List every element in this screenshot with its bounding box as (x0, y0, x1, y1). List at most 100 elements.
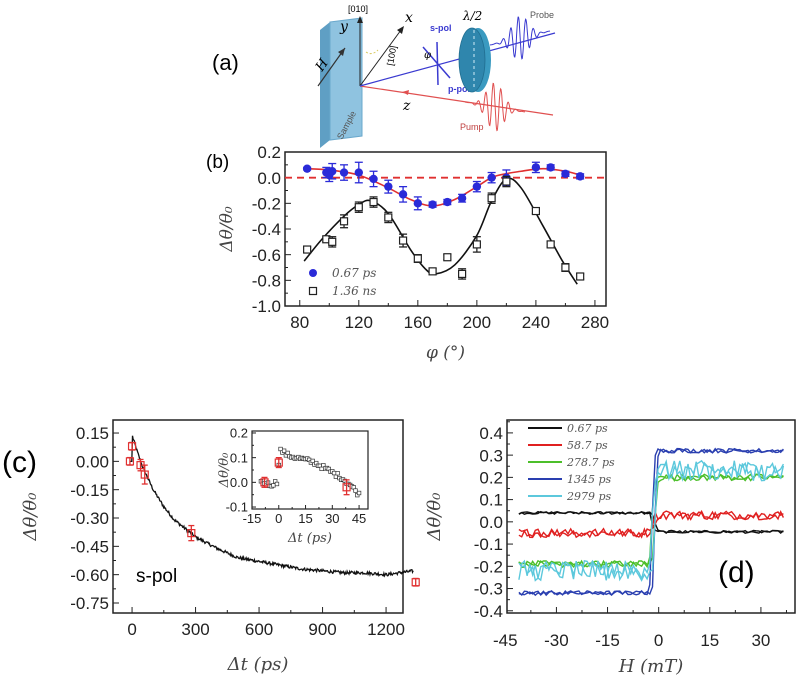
x-tick-label: 30 (325, 511, 339, 526)
y-tick-label: -0.4 (474, 602, 503, 621)
inset-data-point (353, 488, 358, 493)
x-axis-arrow (359, 29, 402, 87)
y-tick-label: -0.2 (474, 557, 503, 576)
s-pol-axis (422, 46, 451, 79)
data-point (127, 442, 137, 451)
x-axis-label: Δt (ps) (227, 654, 289, 675)
data-point (576, 272, 585, 281)
inset-marker (342, 483, 351, 492)
plot-frame (284, 151, 607, 307)
data-point (457, 194, 467, 203)
field-arrow-head (338, 48, 345, 56)
data-point (413, 199, 423, 208)
s-pol-label: s-pol (430, 23, 452, 33)
y-tick-label: 0.3 (479, 446, 503, 465)
legend-label: 1345 ps (567, 473, 612, 486)
hysteresis-loop-branch (518, 459, 785, 582)
y-axis-label: Δθ/θ₀ (424, 493, 445, 542)
inset-data-point (274, 481, 280, 487)
data-point (487, 173, 496, 182)
x-tick-label: -30 (544, 631, 569, 650)
x-tick-label: 240 (522, 313, 550, 332)
data-point (561, 169, 570, 179)
data-point (428, 200, 437, 209)
inset-data-point (335, 471, 340, 476)
pump-direction-arrow (402, 90, 409, 95)
pump-label: Pump (460, 122, 484, 132)
x-tick-label: 600 (245, 620, 273, 639)
data-point (458, 269, 467, 279)
hysteresis-loop-branch (518, 447, 784, 597)
x-axis-label: H (mT) (618, 656, 684, 677)
y-axis-label: Δθ/θ₀ (217, 206, 237, 252)
y-tick-label: -0.3 (474, 580, 503, 599)
y-tick-label: -1.0 (252, 297, 281, 316)
data-point (302, 164, 312, 173)
y-tick-label: -0.8 (252, 271, 281, 290)
data-point (487, 194, 496, 203)
data-point (354, 168, 363, 177)
y-axis-label: Δθ/θ₀ (20, 493, 41, 542)
x-tick-label: -15 (595, 631, 620, 650)
z-axis-label: z (402, 98, 411, 114)
y-tick-label: -0.75 (70, 594, 109, 613)
pump-pulse (464, 82, 526, 132)
direction-010-label: [010] (348, 4, 368, 14)
y-tick-label: 0.0 (230, 475, 248, 490)
inset-data-point (356, 490, 362, 496)
y-tick-label: 0.15 (76, 424, 109, 443)
data-point (328, 237, 337, 246)
data-point (369, 197, 378, 207)
legend-label: 0.67 ps (332, 266, 376, 280)
y-tick-label: 0.2 (230, 426, 248, 441)
inset-data-point (331, 470, 337, 476)
panel-b-label: (b) (206, 152, 229, 173)
y-axis-label: Δθ/θ₀ (217, 452, 232, 488)
y-tick-label: -0.30 (70, 509, 109, 528)
waveplate-label: λ/2 (462, 9, 482, 23)
y-tick-label: -0.45 (70, 537, 109, 556)
data-point (546, 163, 555, 172)
x-axis-arrow-head (397, 26, 404, 34)
y-tick-label: -0.4 (252, 220, 281, 239)
y-tick-label: -0.60 (70, 566, 109, 585)
data-point (428, 267, 437, 276)
legend-label: 58.7 ps (567, 439, 608, 452)
plots: 80 120 160 200 240 280 0.2 0.0 -0.2 -0.4 -0.6 -0.8 -… (2, 143, 796, 677)
x-tick-label: 0 (654, 631, 663, 650)
y-tick-label: -0.15 (70, 481, 109, 500)
y-axis-label: y (339, 19, 349, 35)
decay-trace (129, 435, 414, 578)
panel-b: 80 120 160 200 240 280 0.2 0.0 -0.2 -0.4 -0.6 -0.8 -… (206, 143, 609, 363)
data-point (575, 172, 585, 181)
data-point (472, 240, 481, 249)
probe-label: Probe (530, 10, 554, 20)
panel-a-schematic: (a) Sample H [010] y x [100] z Pump s-po… (212, 4, 556, 148)
y-tick-label: 0.1 (479, 491, 503, 510)
x-axis-label: x (405, 10, 413, 26)
p-pol-axis (436, 41, 439, 86)
panel-d: -45 -30 -15 0 15 30 0.4 0.3 0.2 0.1 0.0 -0.1 -0.2 -0.… (424, 419, 796, 677)
data-point (398, 190, 408, 199)
plot-frame (112, 419, 404, 614)
inset-marker (274, 458, 283, 467)
data-point (125, 457, 135, 466)
y-tick-label: -0.6 (252, 246, 281, 265)
p-pol-label: p-pol (448, 84, 470, 94)
inset-data-point (271, 483, 276, 488)
x-tick-label: 1200 (367, 620, 405, 639)
data-point (502, 177, 511, 186)
data-point (303, 245, 312, 254)
y-tick-label: 0.2 (257, 143, 281, 162)
legend-marker (308, 286, 318, 296)
panel-d-label: (d) (718, 556, 755, 589)
inset-data-point (310, 458, 315, 464)
y-tick-label: -0.1 (474, 535, 503, 554)
data-point (187, 529, 196, 538)
data-point (398, 236, 408, 245)
x-tick-label: 15 (298, 511, 312, 526)
y-tick-label: 0.2 (479, 468, 503, 487)
panel-a-label: (a) (212, 50, 239, 75)
data-point (384, 182, 393, 191)
data-point (384, 213, 393, 222)
